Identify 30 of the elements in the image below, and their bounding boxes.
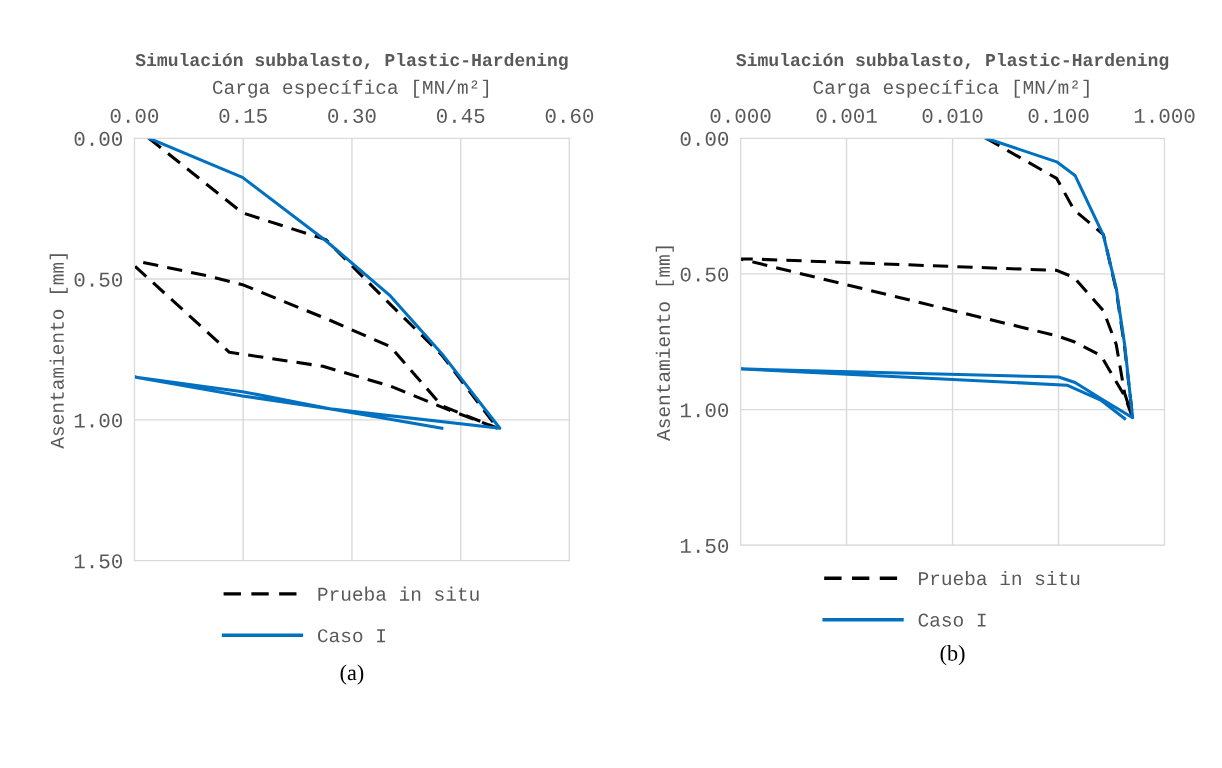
x-axis-title: Carga específica [MN/m²] <box>212 79 489 98</box>
y-tick-label: 1.00 <box>680 403 729 418</box>
x-axis-title: Carga específica [MN/m²] <box>813 79 1089 98</box>
x-tick-label: 0.15 <box>219 108 267 124</box>
y-tick-label: 0.50 <box>74 272 123 287</box>
y-tick-label: 1.50 <box>74 554 123 569</box>
x-tick-label: 0.60 <box>545 108 594 124</box>
legend-label: Prueba in situ <box>919 570 1080 586</box>
x-tick-label: 0.001 <box>816 108 877 124</box>
chart-title: Simulación subbalasto, Plastic-Hardening <box>135 52 568 70</box>
y-tick-label: 0.00 <box>680 131 729 146</box>
text: (b) <box>940 645 965 666</box>
y-axis-title: Asentamiento [mm] <box>49 254 68 449</box>
text: (a) <box>340 664 364 685</box>
x-tick-label: 1.000 <box>1134 108 1195 124</box>
x-tick-label: 0.30 <box>328 108 376 124</box>
x-tick-label: 0.00 <box>110 108 159 124</box>
legend-label: Caso I <box>317 629 385 643</box>
x-tick-label: 0.45 <box>436 108 485 124</box>
legend-label: Caso I <box>918 613 986 627</box>
x-tick-label: 0.100 <box>1028 108 1089 124</box>
x-tick-label: 0.000 <box>710 108 771 124</box>
y-tick-label: 0.00 <box>74 131 123 146</box>
x-tick-label: 0.010 <box>922 108 983 124</box>
y-tick-label: 0.50 <box>680 267 729 282</box>
chart-title: Simulación subbalasto, Plastic-Hardening <box>736 52 1169 70</box>
y-tick-label: 1.00 <box>74 413 123 428</box>
y-tick-label: 1.50 <box>680 538 729 554</box>
legend-label: Prueba in situ <box>318 586 479 601</box>
y-axis-title: Asentamiento [mm] <box>655 246 674 441</box>
